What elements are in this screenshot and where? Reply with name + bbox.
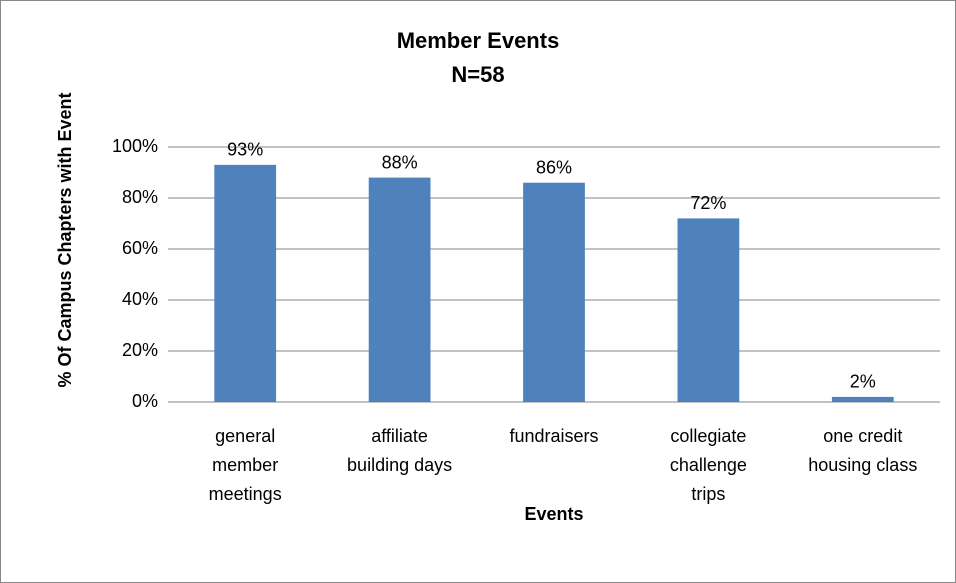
bar <box>368 177 431 402</box>
bar <box>214 164 277 402</box>
bar <box>831 396 894 402</box>
y-tick-label: 40% <box>122 289 158 309</box>
chart-subtitle: N=58 <box>451 62 504 87</box>
x-tick-label: affiliate building days <box>347 426 453 475</box>
y-tick-label: 100% <box>112 136 158 156</box>
value-label: 72% <box>690 193 726 213</box>
x-axis-label: Events <box>524 504 583 524</box>
y-tick-label: 20% <box>122 340 158 360</box>
value-label: 93% <box>227 140 263 160</box>
x-tick-label: one credit housing class <box>808 426 918 475</box>
value-label: 88% <box>382 152 418 172</box>
x-tick-label: collegiate challenge trips <box>669 426 747 504</box>
bar <box>523 182 585 402</box>
value-label: 86% <box>536 157 572 177</box>
y-tick-label: 80% <box>122 187 158 207</box>
x-tick-label: fundraisers <box>509 426 599 446</box>
y-tick-label: 60% <box>122 238 158 258</box>
chart-title: Member Events <box>397 28 560 53</box>
bar <box>677 218 740 402</box>
value-label: 2% <box>850 372 876 392</box>
y-tick-label: 0% <box>132 391 158 411</box>
y-axis-label: % Of Campus Chapters with Event <box>55 92 75 387</box>
x-tick-label: general member meetings <box>208 426 282 504</box>
